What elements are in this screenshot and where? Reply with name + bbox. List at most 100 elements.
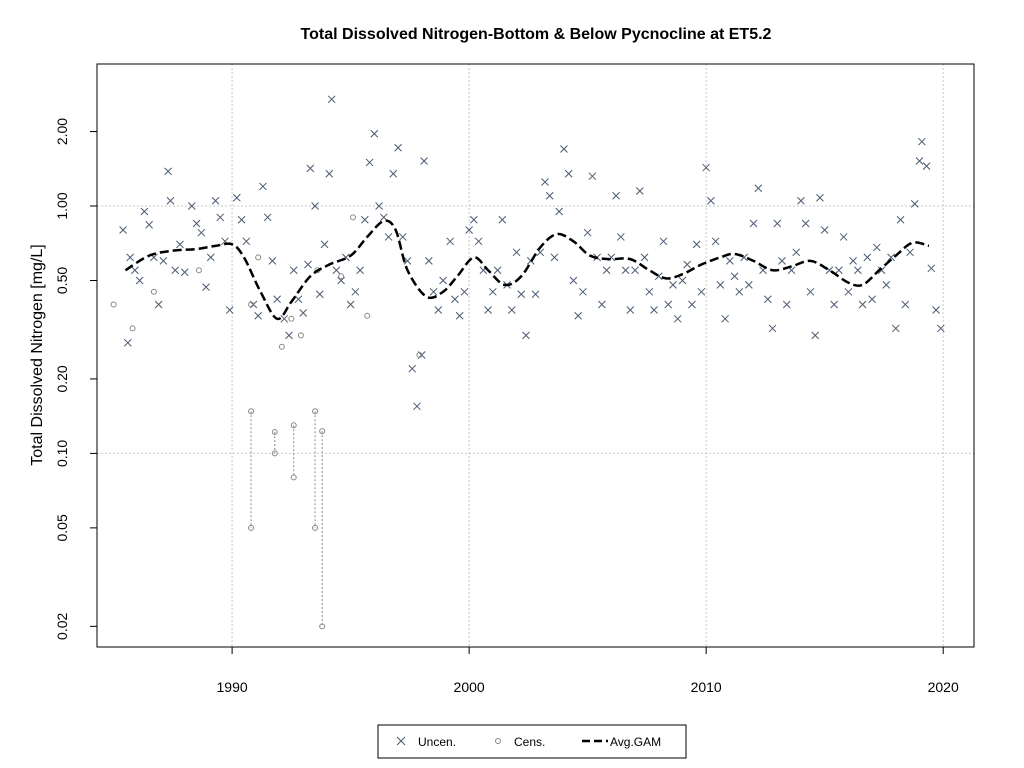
uncensored-point [460, 287, 469, 296]
uncensored-point [311, 202, 319, 210]
uncensored-point [730, 272, 739, 281]
uncensored-point [569, 276, 578, 285]
uncensored-point [424, 257, 433, 265]
uncensored-point [927, 264, 936, 273]
censored-point [129, 325, 136, 332]
uncensored-point [820, 226, 829, 234]
censored-point [248, 301, 255, 308]
uncensored-point [915, 157, 924, 165]
uncensored-point [375, 202, 383, 210]
uncensored-point [171, 266, 180, 275]
uncensored-point [304, 260, 312, 269]
uncensored-point [550, 253, 559, 262]
censored-interval-top [271, 429, 278, 436]
censored-interval-top [248, 408, 255, 415]
uncensored-point [434, 306, 443, 314]
uncensored-point [574, 311, 583, 320]
y-tick-label: 0.10 [54, 440, 70, 467]
uncensored-point [560, 145, 568, 153]
censored-point [110, 301, 117, 308]
uncensored-point [488, 287, 497, 296]
uncensored-point [749, 219, 758, 228]
uncensored-point [932, 306, 940, 314]
uncensored-point [517, 290, 526, 299]
x-tick-label: 2010 [691, 679, 722, 695]
uncensored-point [531, 290, 540, 299]
censored-intervals [248, 408, 326, 630]
uncensored-point [678, 276, 687, 285]
censored-interval-bottom [248, 524, 255, 531]
uncensored-point [872, 243, 881, 252]
uncensored-point [123, 338, 132, 347]
uncensored-point [119, 226, 127, 234]
legend-item-gam: Avg.GAM [582, 735, 661, 749]
censored-point [278, 343, 285, 350]
x-tick-label: 2020 [928, 679, 959, 695]
uncensored-point [683, 260, 692, 269]
legend-label-uncen: Uncen. [418, 735, 456, 749]
uncensored-point [588, 172, 597, 181]
uncensored-point [211, 196, 220, 205]
uncensored-point [180, 268, 189, 277]
uncensored-point [140, 207, 149, 216]
uncensored-point [273, 295, 281, 304]
uncensored-point [726, 257, 734, 265]
uncensored-point [135, 276, 144, 285]
uncensored-point [164, 167, 172, 176]
uncensored-point [346, 300, 355, 309]
y-tick-label: 2.00 [54, 118, 70, 145]
uncensored-point [294, 295, 303, 304]
uncensored-point [237, 215, 246, 224]
uncensored-point [621, 266, 630, 275]
uncensored-point [285, 331, 293, 340]
uncensored-point [536, 248, 545, 257]
uncensored-point [797, 196, 805, 205]
axes: 1990 2000 2010 2020 0.02 0.05 0.10 0.20 0.50 1.00… [54, 118, 959, 695]
uncensored-point [484, 306, 492, 314]
uncensored-point [835, 266, 843, 275]
uncensored-point [635, 187, 644, 195]
uncensored-point [735, 287, 744, 296]
uncensored-point [225, 306, 234, 314]
y-tick-label: 0.05 [54, 514, 70, 541]
uncensored-point [922, 162, 931, 170]
uncensored-point [507, 306, 516, 314]
legend-label-gam: Avg.GAM [610, 735, 661, 749]
uncensored-point [849, 257, 857, 265]
legend-item-cens: Cens. [495, 735, 545, 749]
uncensored-point [863, 253, 872, 262]
y-tick-label: 0.02 [54, 612, 70, 639]
uncensored-point [778, 257, 786, 265]
uncensored-point [792, 248, 801, 257]
uncensored-point [289, 266, 298, 275]
uncensored-point [232, 193, 241, 202]
data-points [110, 95, 945, 411]
uncensored-point [564, 169, 573, 178]
uncensored-point [640, 253, 649, 262]
censored-point [150, 288, 157, 295]
censored-point [297, 332, 304, 339]
uncensored-point [688, 300, 696, 309]
uncensored-point [429, 287, 438, 296]
gam-line-layer [124, 219, 930, 321]
uncensored-point [744, 281, 753, 289]
uncensored-point [403, 257, 412, 265]
uncensored-point [470, 215, 478, 224]
uncensored-point [669, 281, 677, 289]
uncensored-point [773, 219, 782, 228]
y-axis-label: Total Dissolved Nitrogen [mg/L] [29, 244, 46, 465]
uncensored-point [801, 219, 810, 228]
uncensored-point [768, 324, 777, 333]
uncensored-point [512, 248, 521, 257]
uncensored-point [854, 266, 862, 275]
uncensored-point [541, 178, 549, 186]
uncensored-point [616, 233, 625, 241]
censored-point [288, 315, 295, 322]
uncensored-point [602, 266, 611, 275]
legend-x-marker [396, 736, 406, 746]
uncensored-point [325, 169, 334, 178]
uncensored-point [216, 213, 225, 222]
uncensored-point [702, 163, 711, 172]
uncensored-point [754, 184, 763, 193]
